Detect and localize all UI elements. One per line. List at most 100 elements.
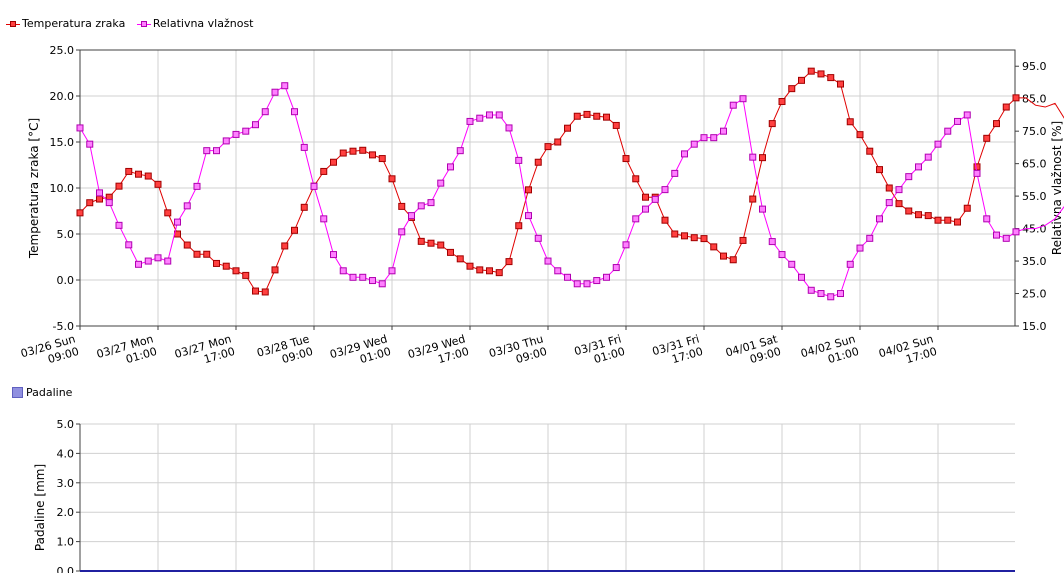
humidity-point bbox=[515, 156, 523, 164]
bottom-y-tick-label: 3.0 bbox=[57, 477, 75, 490]
humidity-point bbox=[213, 147, 220, 155]
temperature-legend-marker bbox=[6, 19, 20, 29]
temperature-point bbox=[86, 199, 94, 207]
legend-item-rain[interactable]: Padaline bbox=[12, 386, 72, 399]
humidity-point bbox=[144, 257, 152, 265]
temperature-point bbox=[963, 204, 971, 212]
humidity-point bbox=[320, 215, 328, 223]
temperature-point bbox=[242, 271, 250, 279]
temperature-point bbox=[905, 207, 913, 215]
temperature-point bbox=[983, 134, 991, 142]
humidity-point bbox=[954, 117, 961, 125]
humidity-point bbox=[807, 286, 815, 294]
temperature-point bbox=[993, 120, 1000, 128]
humidity-point bbox=[281, 82, 289, 90]
temperature-point bbox=[427, 239, 435, 247]
humidity-point bbox=[554, 267, 562, 275]
bottom-y-tick-label: 0.0 bbox=[57, 565, 75, 573]
top-y-tick-label: 10.0 bbox=[50, 182, 75, 195]
humidity-point bbox=[447, 163, 454, 171]
top-x-tick-label: 04/02 Sun01:00 bbox=[799, 332, 860, 372]
temperature-point bbox=[417, 237, 425, 245]
temperature-point bbox=[135, 170, 142, 178]
humidity-point bbox=[252, 121, 259, 129]
temperature-point bbox=[398, 202, 406, 210]
legend-label-temperature: Temperatura zraka bbox=[22, 17, 126, 30]
temperature-point bbox=[788, 85, 796, 93]
temperature-point bbox=[515, 222, 523, 230]
temperature-point bbox=[573, 112, 581, 120]
humidity-point bbox=[534, 234, 542, 242]
temperature-point bbox=[768, 120, 776, 128]
humidity-point bbox=[963, 111, 971, 119]
temperature-point bbox=[330, 158, 337, 166]
temperature-point bbox=[915, 211, 922, 219]
temperature-point bbox=[291, 226, 298, 234]
humidity-point bbox=[856, 244, 864, 252]
top-x-tick-label: 03/26 Sun09:00 bbox=[19, 332, 80, 372]
humidity-point bbox=[1002, 234, 1010, 242]
temperature-point bbox=[700, 235, 708, 243]
humidity-point bbox=[505, 124, 513, 132]
legend-item-humidity[interactable]: Relativna vlažnost bbox=[136, 17, 254, 30]
temperature-point bbox=[544, 143, 552, 151]
humidity-point bbox=[837, 290, 844, 298]
temperature-point bbox=[505, 258, 513, 266]
humidity-point bbox=[349, 273, 357, 281]
temperature-point bbox=[603, 113, 610, 121]
humidity-point bbox=[242, 127, 250, 135]
temperature-point bbox=[876, 166, 883, 174]
humidity-point bbox=[700, 134, 708, 142]
humidity-point bbox=[378, 280, 386, 288]
temperature-point bbox=[729, 256, 737, 264]
humidity-point bbox=[388, 267, 396, 275]
top-x-tick-label: 04/01 Sat09:00 bbox=[724, 332, 783, 372]
temperature-point bbox=[564, 124, 571, 132]
humidity-point bbox=[798, 273, 805, 281]
top-x-tick-label: 03/28 Tue09:00 bbox=[255, 332, 314, 372]
temperature-point bbox=[554, 138, 562, 146]
temperature-point bbox=[466, 262, 474, 270]
humidity-point bbox=[417, 202, 425, 210]
humidity-point bbox=[339, 267, 347, 275]
temperature-point bbox=[388, 175, 396, 183]
temperature-point bbox=[973, 163, 981, 171]
temperature-point bbox=[271, 266, 279, 274]
humidity-point bbox=[427, 199, 435, 207]
top-x-tick-label: 03/29 Wed17:00 bbox=[406, 332, 470, 373]
bottom-y-tick-label: 5.0 bbox=[57, 418, 75, 431]
humidity-point bbox=[729, 101, 737, 109]
humidity-point bbox=[681, 150, 688, 158]
temperature-point bbox=[476, 266, 484, 274]
humidity-point bbox=[827, 293, 835, 301]
top-x-tick-label: 03/27 Mon17:00 bbox=[173, 332, 236, 373]
top-y-tick-label: -5.0 bbox=[53, 320, 74, 333]
temperature-point bbox=[690, 234, 698, 242]
temperature-point bbox=[164, 209, 172, 217]
top-y-tick-label: 15.0 bbox=[50, 136, 75, 149]
temperature-point bbox=[944, 216, 952, 224]
humidity-point bbox=[232, 130, 240, 138]
temperature-point bbox=[895, 200, 903, 208]
humidity-point bbox=[437, 179, 445, 187]
bottom-y-tick-label: 4.0 bbox=[57, 447, 75, 460]
top-x-tick-label: 03/29 Wed01:00 bbox=[328, 332, 392, 373]
humidity-point bbox=[593, 277, 601, 285]
temperature-point bbox=[846, 118, 854, 126]
temperature-point bbox=[486, 267, 493, 275]
legend-item-temperature[interactable]: Temperatura zraka bbox=[6, 17, 125, 30]
humidity-point bbox=[183, 202, 191, 210]
humidity-point bbox=[476, 114, 484, 122]
humidity-point bbox=[310, 182, 318, 190]
top-y2-tick-label: 65.0 bbox=[1022, 158, 1047, 171]
humidity-point bbox=[466, 117, 474, 125]
humidity-point bbox=[661, 186, 669, 194]
humidity-legend-marker bbox=[136, 19, 151, 29]
temperature-point bbox=[661, 216, 669, 224]
humidity-point bbox=[359, 273, 367, 281]
humidity-point bbox=[671, 169, 679, 177]
temperature-point bbox=[534, 158, 542, 166]
humidity-point bbox=[632, 215, 640, 223]
temperature-point bbox=[671, 230, 679, 238]
